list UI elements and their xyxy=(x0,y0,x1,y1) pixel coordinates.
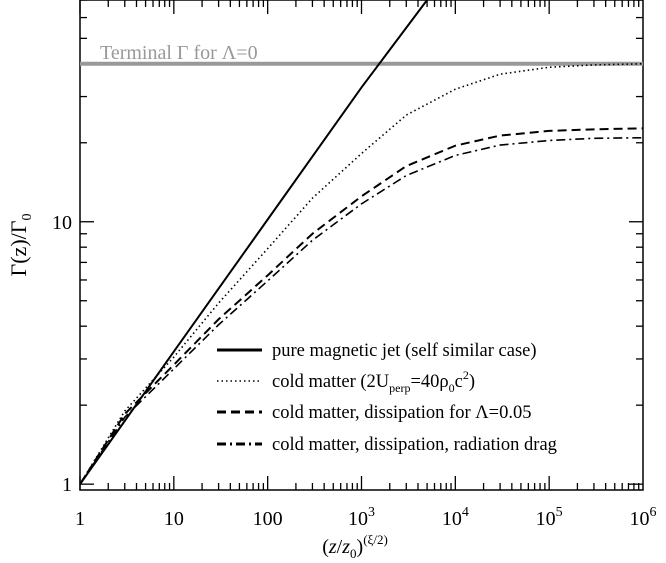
series-line-2 xyxy=(80,62,643,485)
series-layer xyxy=(80,0,643,485)
x-tick-label: 100 xyxy=(253,508,283,530)
series-line-1 xyxy=(80,0,428,485)
legend-label-2: cold matter (2Uperp=40ρ0c2) xyxy=(272,368,475,395)
legend-label-4: cold matter, dissipation, radiation drag xyxy=(272,435,557,455)
x-tick-label: 106 xyxy=(630,505,657,530)
terminal-gamma-label: Terminal Γ for Λ=0 xyxy=(100,42,258,64)
series-line-3 xyxy=(80,127,643,485)
y-tick-label: 10 xyxy=(52,212,72,234)
x-tick-label: 103 xyxy=(348,505,375,530)
legend: pure magnetic jet (self similar case) col… xyxy=(217,341,557,455)
y-axis-label: Γ(z)/Γ0 xyxy=(6,214,35,277)
axis-ticks xyxy=(79,0,643,490)
legend-label-1: pure magnetic jet (self similar case) xyxy=(272,341,537,361)
tick-labels: 1 10 100 103 104 105 106 1 10 xyxy=(52,212,657,530)
x-tick-label: 1 xyxy=(75,508,85,530)
x-tick-label: 104 xyxy=(442,505,469,530)
legend-label-3: cold matter, dissipation for Λ=0.05 xyxy=(272,403,531,423)
x-tick-label: 105 xyxy=(536,505,563,530)
series-line-4 xyxy=(80,136,643,485)
x-tick-label: 10 xyxy=(164,508,184,530)
x-axis-label: (z/z0)(ξ/2) xyxy=(322,532,388,561)
y-tick-label: 1 xyxy=(62,474,72,496)
